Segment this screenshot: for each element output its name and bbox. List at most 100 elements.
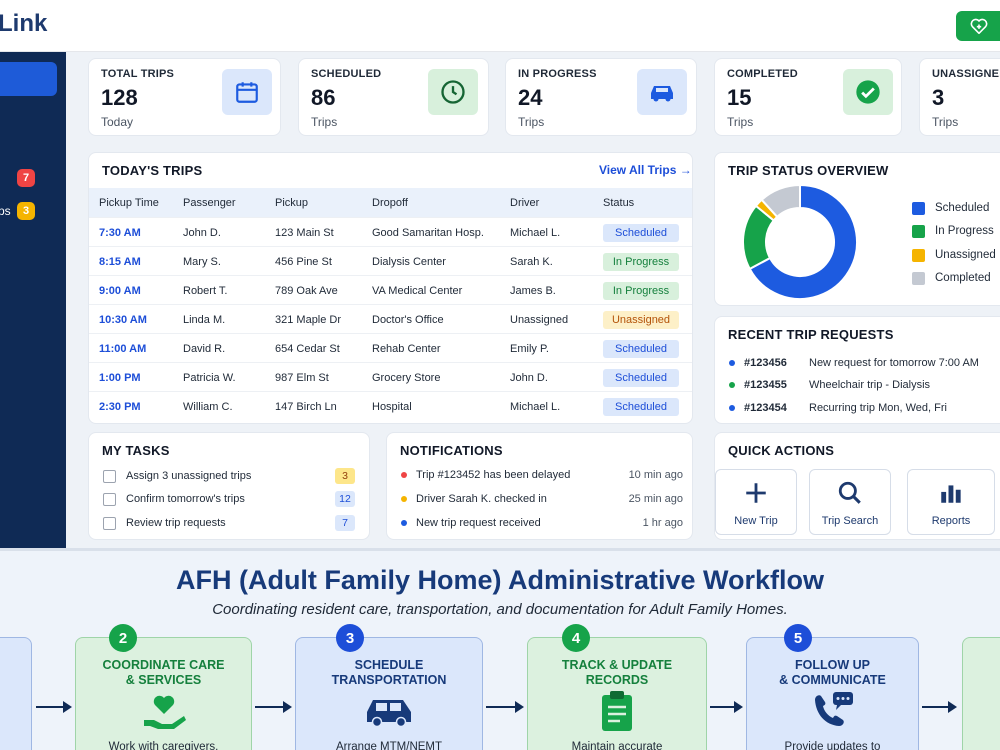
step-title: TRACK & UPDATE RECORDS — [528, 658, 706, 688]
table-row[interactable]: 1:00 PM Patricia W. 987 Elm St Grocery S… — [89, 362, 692, 391]
column-header[interactable]: Dropoff — [372, 197, 408, 209]
workflow-step-2: 2 COORDINATE CARE & SERVICES Work with ca… — [75, 624, 252, 750]
reports-button[interactable]: Reports — [907, 469, 995, 535]
task-checkbox[interactable] — [103, 516, 116, 530]
step-title-line: FOLLOW UP — [795, 658, 870, 672]
workflow-step-6 — [962, 637, 1000, 750]
panel-title: RECENT TRIP REQUESTS — [728, 327, 894, 342]
step-title-line: TRANSPORTATION — [331, 673, 447, 687]
table-row[interactable]: 7:30 AM John D. 123 Main St Good Samarit… — [89, 217, 692, 246]
notification-item[interactable]: Driver Sarah K. checked in 25 min ago — [401, 490, 683, 508]
sidebar-badge: 7 — [17, 169, 35, 187]
quick-action-label: New Trip — [734, 515, 778, 527]
request-item[interactable]: #123454 Recurring trip Mon, Wed, Fri — [729, 400, 947, 416]
sidebar-item-active[interactable] — [0, 62, 57, 96]
request-id: #123455 — [744, 379, 787, 391]
heart-icon — [970, 18, 988, 34]
task-item[interactable]: Confirm tomorrow's trips 12 — [103, 489, 355, 509]
trip-search-button[interactable]: Trip Search — [809, 469, 891, 535]
notification-time: 10 min ago — [628, 469, 683, 481]
table-row[interactable]: 2:30 PM William C. 147 Birch Ln Hospital… — [89, 391, 692, 420]
workflow-subtitle: Coordinating resident care, transportati… — [212, 601, 788, 618]
legend-item: In Progress — [912, 223, 994, 239]
health-button[interactable] — [956, 11, 1000, 41]
stat-value: 3 — [932, 85, 945, 110]
driver: Emily P. — [510, 343, 549, 355]
stat-sub: Trips — [311, 115, 338, 129]
workflow-section: AFH (Adult Family Home) Administrative W… — [0, 548, 1000, 750]
request-item[interactable]: #123455 Wheelchair trip - Dialysis — [729, 377, 930, 393]
workflow-step-1: L / — [0, 637, 32, 750]
stat-card-total[interactable]: TOTAL TRIPS 128 Today — [88, 58, 281, 136]
step-number: 4 — [562, 624, 590, 652]
stat-card-scheduled[interactable]: SCHEDULED 86 Trips — [298, 58, 489, 136]
table-row[interactable]: 8:15 AM Mary S. 456 Pine St Dialysis Cen… — [89, 246, 692, 275]
driver: Michael L. — [510, 227, 561, 239]
donut-segment-completed[interactable] — [760, 183, 801, 219]
new-trip-button[interactable]: New Trip — [715, 469, 797, 535]
column-header[interactable]: Pickup — [275, 197, 309, 209]
status-dot — [401, 472, 407, 478]
step-number: 5 — [784, 624, 812, 652]
flow-arrow — [36, 701, 72, 713]
column-header[interactable]: Status — [603, 197, 635, 209]
notification-item[interactable]: New trip request received 1 hr ago — [401, 514, 683, 532]
task-checkbox[interactable] — [103, 469, 116, 483]
view-all-trips-link[interactable]: View All Trips → — [599, 163, 692, 177]
sidebar-badge: 3 — [17, 202, 35, 220]
flow-arrow — [922, 701, 957, 713]
table-row[interactable]: 9:00 AM Robert T. 789 Oak Ave VA Medical… — [89, 275, 692, 304]
pickup-time: 7:30 AM — [99, 227, 141, 239]
status-badge: Unassigned — [603, 311, 679, 329]
pickup-time: 2:30 PM — [99, 401, 141, 413]
request-text: Recurring trip Mon, Wed, Fri — [809, 402, 947, 414]
clipboard-icon — [602, 691, 632, 731]
step-description: Provide updates to — [784, 741, 881, 750]
passenger: John D. — [183, 227, 221, 239]
step-title-line: SCHEDULE — [354, 658, 424, 672]
step-title-line: & SERVICES — [125, 673, 202, 687]
stat-card-in-progress[interactable]: IN PROGRESS 24 Trips — [505, 58, 697, 136]
table-row[interactable]: 10:30 AM Linda M. 321 Maple Dr Doctor's … — [89, 304, 692, 333]
quick-action-label: Trip Search — [821, 515, 879, 527]
quick-action-label: Reports — [931, 515, 971, 527]
calendar-icon — [236, 82, 258, 103]
passenger: William C. — [183, 401, 233, 413]
flow-arrow — [486, 701, 524, 713]
pickup-address: 987 Elm St — [275, 372, 329, 384]
stat-value: 86 — [311, 85, 336, 110]
task-item[interactable]: Assign 3 unassigned trips 3 — [103, 466, 355, 486]
sidebar-item-label[interactable]: ps — [0, 204, 11, 218]
status-dot — [729, 405, 735, 411]
request-id: #123456 — [744, 357, 787, 369]
notification-text: Driver Sarah K. checked in — [416, 493, 547, 505]
pickup-time: 1:00 PM — [99, 372, 141, 384]
top-bar: Link — [0, 0, 1000, 52]
task-checkbox[interactable] — [103, 492, 116, 506]
donut-segment-scheduled[interactable] — [748, 183, 858, 300]
legend-swatch — [912, 271, 925, 285]
dropoff: Good Samaritan Hosp. — [372, 227, 484, 239]
stat-card-unassigned[interactable]: UNASSIGNED 3 Trips — [919, 58, 1000, 136]
stat-card-completed[interactable]: COMPLETED 15 Trips — [714, 58, 902, 136]
stat-label: SCHEDULED — [311, 68, 382, 80]
pickup-address: 123 Main St — [275, 227, 334, 239]
step-title: SCHEDULE TRANSPORTATION — [296, 658, 482, 688]
pickup-time: 8:15 AM — [99, 256, 141, 268]
legend-swatch — [912, 224, 925, 238]
notification-item[interactable]: Trip #123452 has been delayed 10 min ago — [401, 466, 683, 484]
panel-title: NOTIFICATIONS — [400, 443, 503, 458]
column-header[interactable]: Passenger — [183, 197, 236, 209]
task-item[interactable]: Review trip requests 7 — [103, 513, 355, 533]
column-header[interactable]: Pickup Time — [99, 197, 159, 209]
legend-label: Completed — [935, 272, 991, 284]
passenger: Patricia W. — [183, 372, 236, 384]
table-row[interactable]: 11:00 AM David R. 654 Cedar St Rehab Cen… — [89, 333, 692, 362]
request-item[interactable]: #123456 New request for tomorrow 7:00 AM — [729, 355, 979, 371]
bar-chart-icon — [941, 485, 961, 503]
trip-status-overview-panel: TRIP STATUS OVERVIEW Scheduled In Progre… — [714, 152, 1000, 306]
column-header[interactable]: Driver — [510, 197, 540, 209]
flow-arrow — [710, 701, 743, 713]
stat-label: TOTAL TRIPS — [101, 68, 175, 80]
